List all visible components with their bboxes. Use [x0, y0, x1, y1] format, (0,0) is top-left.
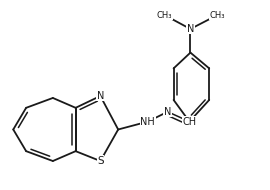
Text: CH: CH — [182, 117, 197, 127]
Text: CH₃: CH₃ — [210, 11, 225, 20]
Text: N: N — [187, 24, 194, 34]
Text: N: N — [164, 107, 171, 117]
Text: CH₃: CH₃ — [157, 11, 173, 20]
Text: NH: NH — [140, 117, 155, 127]
Text: S: S — [97, 156, 104, 166]
Text: N: N — [97, 91, 104, 101]
